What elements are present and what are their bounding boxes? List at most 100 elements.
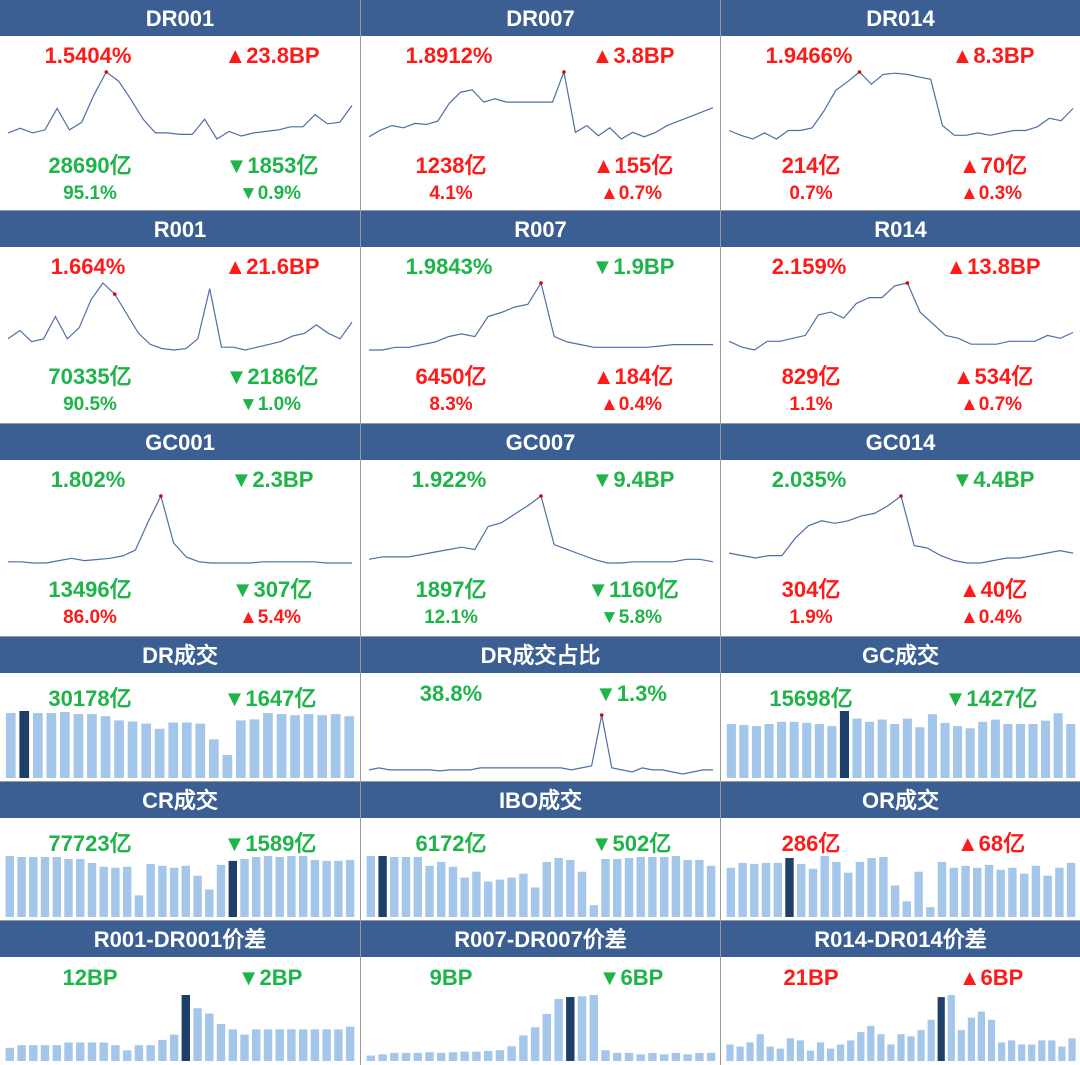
share-change: ▲0.7% [960,394,1022,416]
bar [1068,1038,1075,1061]
bar [344,716,354,778]
bar [41,857,49,917]
metric-change: ▼1589亿 [224,826,317,858]
panel-chart [0,856,360,917]
bar [155,729,165,778]
rate-value: 1.664% [51,254,126,280]
bar [64,1043,72,1062]
panel-chart [721,995,1080,1061]
panel-chart [361,492,721,567]
bar [195,724,205,778]
bar [672,856,680,917]
bar [950,868,958,917]
panel-title: GC014 [721,424,1080,461]
bar [978,1012,985,1062]
volume-value: 6450亿 [416,359,487,391]
bar [60,712,70,778]
bar [250,719,260,778]
bar [461,1052,469,1061]
bar [847,1040,854,1061]
bar [276,1029,284,1061]
bar [193,1008,201,1061]
bar [287,856,295,917]
bar [601,859,609,917]
bar [461,878,469,917]
bar [915,727,924,778]
bar [299,856,307,917]
panel-chart [361,856,721,917]
rate-change: ▼4.4BP [952,467,1035,493]
volume-change: ▲155亿 [593,148,673,180]
metric-value: 77723亿 [48,826,131,858]
share-change: ▲0.7% [600,183,662,205]
bar [856,862,864,917]
bar [252,1029,260,1061]
bar [331,714,341,778]
bar [367,856,375,917]
bar [437,1053,445,1061]
panel-chart [361,68,721,143]
bar [205,890,213,918]
bar [170,1035,178,1061]
bar [346,1027,354,1061]
panel-chart [361,279,721,354]
bar [578,996,586,1061]
metric-change: ▼1427亿 [945,681,1038,713]
bar [807,1051,814,1061]
bar [821,856,829,917]
metric-change: ▼502亿 [591,826,671,858]
panel-title: R007-DR007价差 [361,921,720,958]
bar [928,1020,935,1061]
panel-title: GC007 [361,424,720,461]
bar [425,866,433,917]
share-change: ▲0.4% [600,394,662,416]
bar [907,1036,914,1061]
metric-value: 12BP [62,965,117,991]
rate-change: ▲21.6BP [224,254,319,280]
bar [209,739,219,778]
bar [205,1014,213,1062]
bar [853,719,862,778]
series-line [369,715,713,774]
bar [1058,1047,1065,1061]
bar [660,857,668,917]
bar [33,713,43,778]
bar [897,1034,904,1061]
bar [857,1032,864,1061]
series-line [8,72,352,139]
panel-chart [721,279,1080,354]
panel-title: DR007 [361,0,720,37]
share-change: ▲0.4% [960,607,1022,629]
bar-highlight [182,995,190,1061]
panel-chart [0,492,360,567]
bar [707,1053,715,1061]
rate-change: ▼9.4BP [592,467,675,493]
panel-title: OR成交 [721,782,1080,819]
bar [844,873,852,917]
bar [1018,1045,1025,1062]
rate-value: 2.035% [772,467,847,493]
bar [484,882,492,917]
share-value: 0.7% [789,183,832,205]
panel-chart [0,995,360,1061]
bar [554,999,562,1061]
bar [750,864,758,917]
bar [865,722,874,778]
bar [787,1038,794,1061]
volume-value: 28690亿 [48,148,131,180]
bar [566,860,574,917]
bar [88,863,96,917]
peak-point [539,281,543,285]
bar [76,1043,84,1062]
panel-title: R014 [721,211,1080,248]
